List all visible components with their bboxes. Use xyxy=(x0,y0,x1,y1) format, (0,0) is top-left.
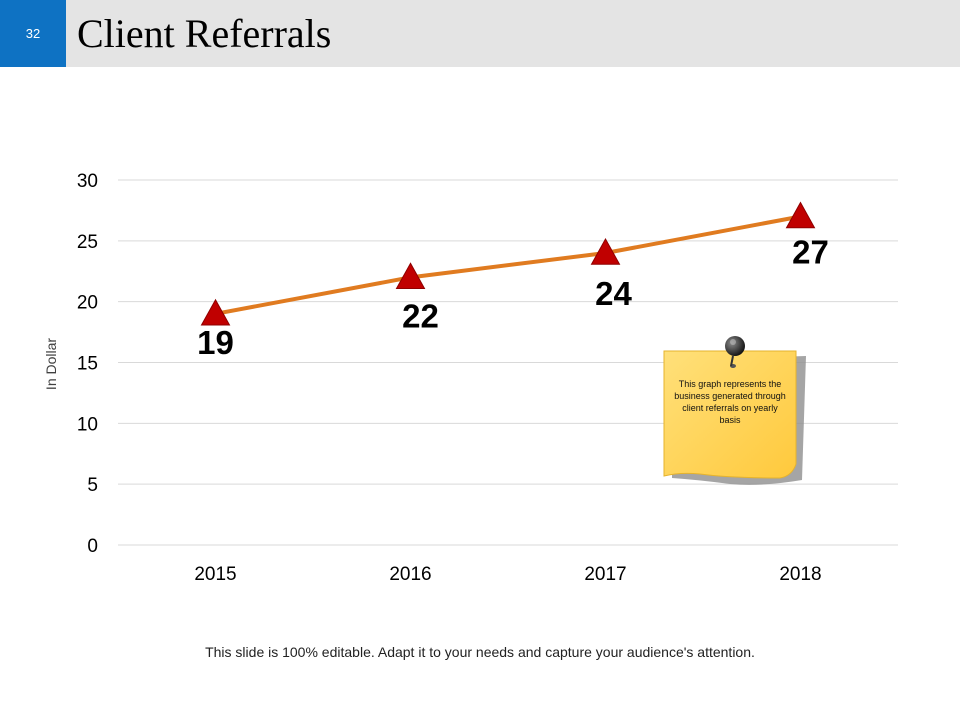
slide-title: Client Referrals xyxy=(77,11,332,56)
y-tick-label: 25 xyxy=(77,232,98,253)
y-tick-label: 30 xyxy=(77,171,98,192)
y-tick-label: 0 xyxy=(87,536,98,557)
pushpin-icon xyxy=(725,336,745,368)
data-label: 24 xyxy=(595,275,632,312)
data-label: 22 xyxy=(402,297,439,334)
data-label: 19 xyxy=(197,324,234,361)
series-line xyxy=(215,214,801,316)
sticky-note-paper xyxy=(663,350,797,479)
x-tick-label: 2015 xyxy=(194,564,236,585)
y-tick-label: 5 xyxy=(87,475,98,496)
footer-note: This slide is 100% editable. Adapt it to… xyxy=(205,644,755,660)
data-point-marker xyxy=(395,262,426,290)
sticky-note: This graph represents the business gener… xyxy=(663,336,806,485)
sticky-note-text: This graph represents the business gener… xyxy=(674,379,786,425)
data-point-marker xyxy=(590,237,621,265)
y-tick-label: 20 xyxy=(77,293,98,314)
data-point-marker xyxy=(785,201,816,229)
x-tick-label: 2018 xyxy=(779,564,821,585)
slide-number: 32 xyxy=(0,0,66,67)
y-tick-label: 10 xyxy=(77,414,98,435)
data-point-marker xyxy=(200,298,231,326)
header-bar xyxy=(0,0,960,67)
y-axis-label: In Dollar xyxy=(43,338,59,390)
x-tick-label: 2016 xyxy=(389,564,431,585)
x-tick-label: 2017 xyxy=(584,564,626,585)
y-tick-label: 15 xyxy=(77,354,98,375)
data-label: 27 xyxy=(792,234,829,271)
